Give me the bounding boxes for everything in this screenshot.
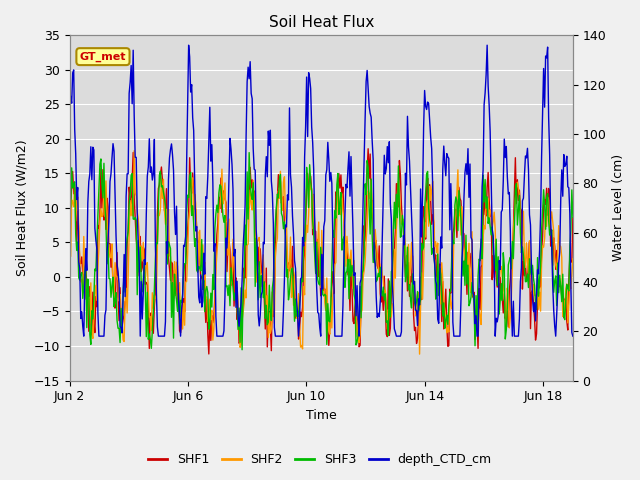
Text: GT_met: GT_met	[80, 51, 126, 62]
Legend: SHF1, SHF2, SHF3, depth_CTD_cm: SHF1, SHF2, SHF3, depth_CTD_cm	[143, 448, 497, 471]
X-axis label: Time: Time	[306, 409, 337, 422]
Title: Soil Heat Flux: Soil Heat Flux	[269, 15, 374, 30]
Y-axis label: Soil Heat Flux (W/m2): Soil Heat Flux (W/m2)	[15, 140, 28, 276]
Y-axis label: Water Level (cm): Water Level (cm)	[612, 155, 625, 262]
